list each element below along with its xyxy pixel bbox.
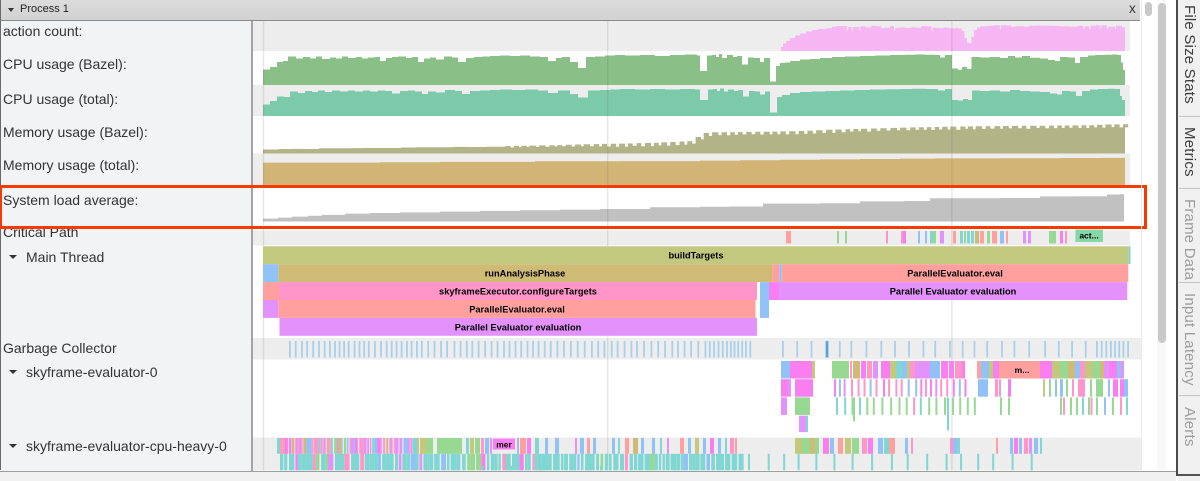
svg-text:act...: act... — [1079, 231, 1098, 241]
svg-text:m...: m... — [1015, 365, 1030, 375]
svg-text:runAnalysisPhase: runAnalysisPhase — [485, 269, 566, 279]
svg-text:Parallel Evaluator evaluation: Parallel Evaluator evaluation — [455, 322, 582, 332]
svg-text:Parallel Evaluator evaluation: Parallel Evaluator evaluation — [890, 287, 1017, 297]
svg-text:mer: mer — [496, 439, 512, 449]
svg-text:skyframeExecutor.configureTarg: skyframeExecutor.configureTargets — [439, 287, 597, 297]
svg-text:ParallelEvaluator.eval: ParallelEvaluator.eval — [907, 269, 1003, 279]
svg-text:ParallelEvaluator.eval: ParallelEvaluator.eval — [469, 304, 565, 314]
svg-text:buildTargets: buildTargets — [668, 251, 723, 261]
